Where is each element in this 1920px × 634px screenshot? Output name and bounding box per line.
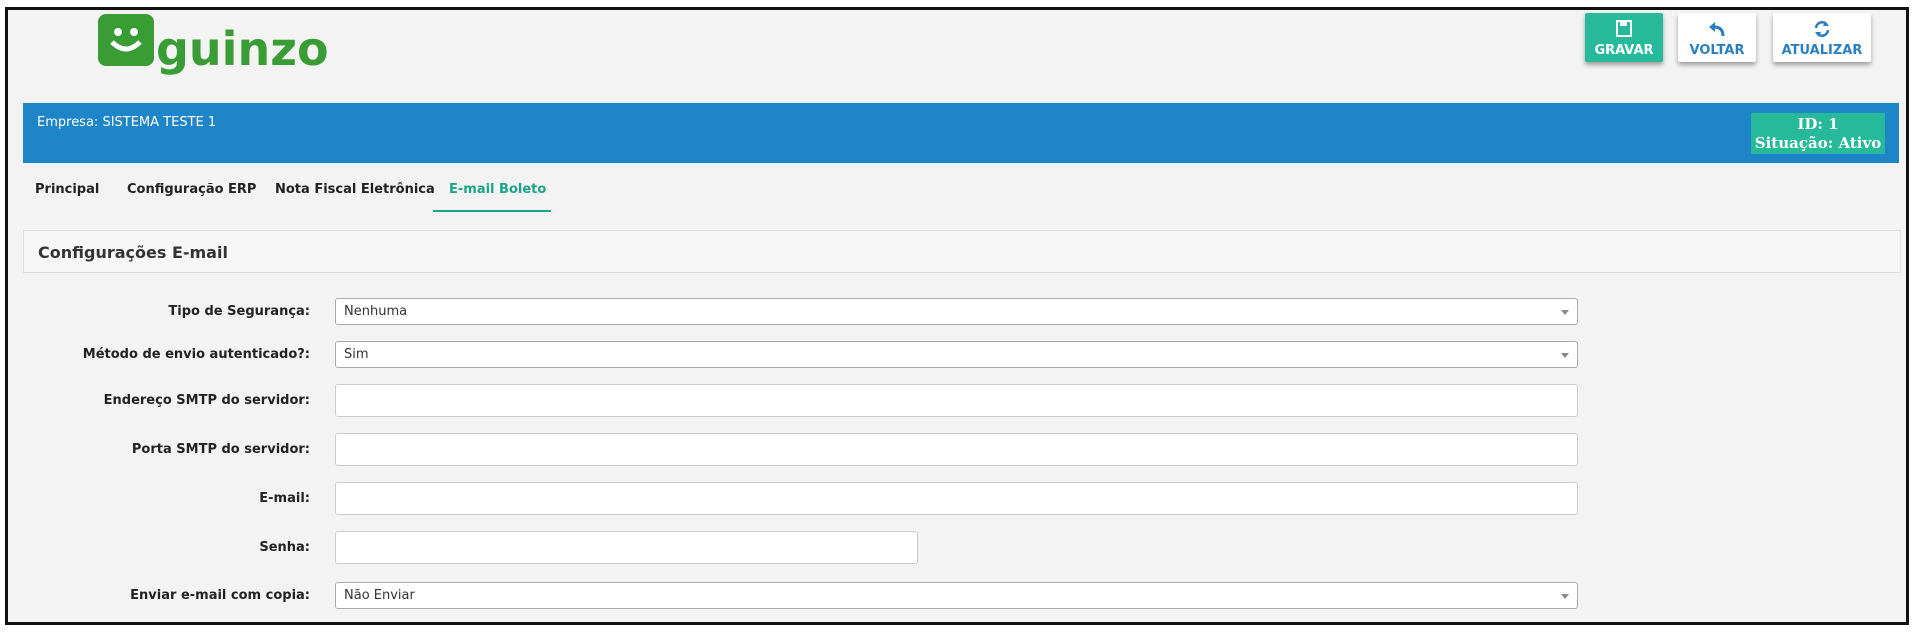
- select-caret: [1561, 352, 1569, 358]
- toolbar-button[interactable]: GRAVAR: [1585, 13, 1663, 62]
- text-input[interactable]: [335, 433, 1578, 466]
- tab[interactable]: Nota Fiscal Eletrônica: [275, 182, 435, 197]
- button-icon: [1709, 22, 1725, 37]
- field-value: Não Enviar: [344, 588, 415, 603]
- text-input[interactable]: [335, 482, 1578, 515]
- field-value: Sim: [344, 347, 369, 362]
- field-label: Método de envio autenticado?:: [82, 346, 310, 362]
- tab[interactable]: Configuração ERP: [127, 182, 257, 197]
- tab[interactable]: E-mail Boleto: [449, 182, 547, 197]
- select-caret: [1561, 309, 1569, 315]
- tab[interactable]: Principal: [35, 182, 100, 197]
- text-input[interactable]: [335, 531, 918, 564]
- select-field[interactable]: Sim: [335, 341, 1578, 368]
- select-field[interactable]: Nenhuma: [335, 298, 1578, 325]
- text-input[interactable]: [335, 384, 1578, 417]
- company-name: Empresa: SISTEMA TESTE 1: [37, 115, 217, 130]
- field-label: Enviar e-mail com copia:: [130, 587, 310, 603]
- select-field[interactable]: Não Enviar: [335, 582, 1578, 609]
- button-icon: [1814, 21, 1830, 37]
- field-label: Senha:: [259, 539, 310, 555]
- app-frame: guinzo Empresa: SISTEMA TESTE 1 ID: 1 Si…: [5, 7, 1909, 625]
- panel-title: Configurações E-mail: [38, 243, 228, 262]
- toolbar-button[interactable]: VOLTAR: [1678, 13, 1756, 62]
- id-badge: ID: 1 Situação: Ativo: [1751, 113, 1885, 154]
- field-label: Tipo de Segurança:: [168, 303, 310, 319]
- select-caret: [1561, 593, 1569, 599]
- field-value: Nenhuma: [344, 304, 408, 319]
- button-label: ATUALIZAR: [1781, 43, 1863, 58]
- active-tab-underline: [433, 210, 551, 212]
- logo-icon: [98, 14, 154, 66]
- field-label: Porta SMTP do servidor:: [131, 441, 310, 457]
- field-label: E-mail:: [259, 490, 310, 506]
- button-label: GRAVAR: [1594, 43, 1654, 58]
- company-id: ID: 1: [1797, 115, 1839, 133]
- logo-text: guinzo: [156, 22, 329, 76]
- button-label: VOLTAR: [1689, 43, 1745, 58]
- toolbar-button[interactable]: ATUALIZAR: [1773, 13, 1871, 62]
- panel-header: Configurações E-mail: [23, 230, 1901, 273]
- button-icon: [1616, 20, 1632, 37]
- field-label: Endereço SMTP do servidor:: [103, 392, 310, 408]
- company-status: Situação: Ativo: [1754, 134, 1882, 152]
- company-bar: Empresa: SISTEMA TESTE 1 ID: 1 Situação:…: [23, 103, 1899, 163]
